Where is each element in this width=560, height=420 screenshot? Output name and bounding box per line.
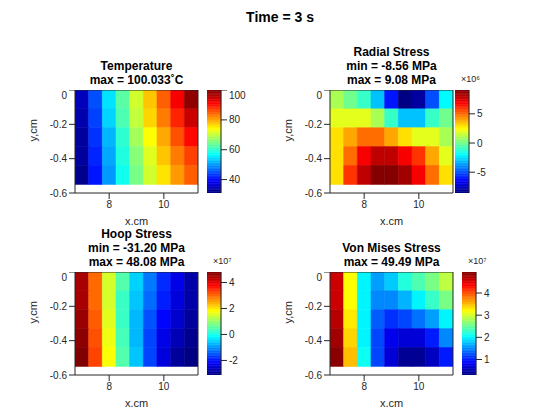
- html-text:×10⁷: ×10⁷: [213, 256, 232, 266]
- html-text:Time = 3 s: Time = 3 s: [246, 9, 314, 25]
- svg-text:-0.2: -0.2: [50, 119, 68, 130]
- svg-text:10: 10: [413, 381, 425, 392]
- html-text:Von Mises Stress: Von Mises Stress: [342, 241, 441, 255]
- html-text:max = 48.08 MPa: max = 48.08 MPa: [88, 255, 185, 269]
- svg-text:40: 40: [229, 174, 241, 185]
- svg-text:4: 4: [229, 277, 235, 288]
- html-text:max = 49.49 MPa: max = 49.49 MPa: [343, 255, 440, 269]
- svg-text:-0.4: -0.4: [305, 153, 323, 164]
- svg-text:-0.6: -0.6: [50, 370, 68, 381]
- svg-text:2: 2: [484, 332, 490, 343]
- svg-text:0: 0: [477, 138, 483, 149]
- svg-text:3: 3: [484, 310, 490, 321]
- html-text:×10⁶: ×10⁶: [461, 74, 480, 84]
- svg-text:4: 4: [484, 288, 490, 299]
- svg-text:x,cm: x,cm: [125, 397, 148, 407]
- svg-text:8: 8: [106, 199, 112, 210]
- svg-text:8: 8: [361, 381, 367, 392]
- svg-text:0: 0: [316, 90, 322, 101]
- html-text:max = 9.08 MPa: max = 9.08 MPa: [347, 73, 436, 87]
- svg-text:10: 10: [413, 199, 425, 210]
- html-text:max = 100.033˚C: max = 100.033˚C: [89, 73, 184, 87]
- html-text:min = -31.20 MPa: min = -31.20 MPa: [88, 241, 185, 255]
- svg-text:-5: -5: [477, 167, 486, 178]
- svg-text:x,cm: x,cm: [125, 215, 148, 225]
- svg-text:0: 0: [229, 329, 235, 340]
- svg-text:0: 0: [61, 272, 67, 283]
- svg-text:-0.6: -0.6: [50, 188, 68, 199]
- svg-text:-0.2: -0.2: [305, 301, 323, 312]
- html-text:×10⁷: ×10⁷: [468, 256, 487, 266]
- svg-text:-0.6: -0.6: [305, 188, 323, 199]
- svg-text:-2: -2: [229, 355, 238, 366]
- svg-text:0: 0: [316, 272, 322, 283]
- svg-text:-0.4: -0.4: [50, 335, 68, 346]
- svg-text:5: 5: [477, 108, 483, 119]
- svg-text:10: 10: [158, 381, 170, 392]
- svg-text:80: 80: [229, 114, 241, 125]
- svg-text:8: 8: [106, 381, 112, 392]
- html-text:min = -8.56 MPa: min = -8.56 MPa: [346, 59, 437, 73]
- svg-text:y,cm: y,cm: [282, 301, 294, 323]
- svg-text:60: 60: [229, 144, 241, 155]
- svg-text:y,cm: y,cm: [27, 119, 39, 141]
- svg-text:100: 100: [229, 90, 246, 101]
- svg-text:x,cm: x,cm: [380, 397, 403, 407]
- html-text:Radial Stress: Radial Stress: [353, 45, 430, 59]
- svg-text:10: 10: [158, 199, 170, 210]
- svg-text:y,cm: y,cm: [27, 301, 39, 323]
- svg-text:8: 8: [361, 199, 367, 210]
- html-text:Hoop Stress: Hoop Stress: [101, 227, 172, 241]
- svg-text:x,cm: x,cm: [380, 215, 403, 225]
- svg-text:2: 2: [229, 303, 235, 314]
- svg-text:-0.6: -0.6: [305, 370, 323, 381]
- svg-text:-0.4: -0.4: [50, 153, 68, 164]
- svg-text:-0.2: -0.2: [305, 119, 323, 130]
- svg-text:-0.4: -0.4: [305, 335, 323, 346]
- svg-text:1: 1: [484, 354, 490, 365]
- svg-text:y,cm: y,cm: [282, 119, 294, 141]
- html-text:Temperature: Temperature: [100, 59, 173, 73]
- svg-text:-0.2: -0.2: [50, 301, 68, 312]
- svg-text:0: 0: [61, 90, 67, 101]
